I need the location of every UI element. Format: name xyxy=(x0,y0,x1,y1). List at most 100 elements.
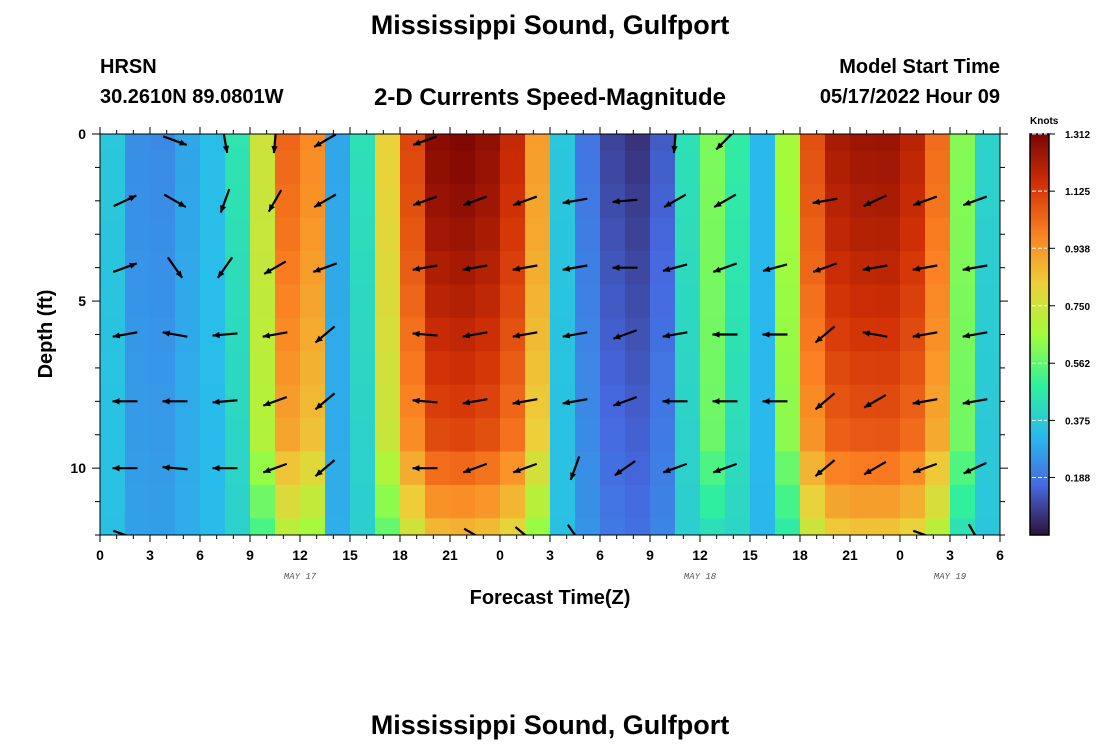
heatmap-cell xyxy=(150,418,176,453)
heatmap-cell xyxy=(750,484,776,519)
heatmap-cell xyxy=(900,418,926,453)
heatmap-cell xyxy=(750,518,776,535)
heatmap-cell xyxy=(725,284,751,319)
heatmap-cell xyxy=(325,317,351,352)
heatmap-cell xyxy=(325,418,351,453)
heatmap-cell xyxy=(150,184,176,219)
current-vector-arrow xyxy=(612,198,638,205)
current-vector-arrow xyxy=(314,459,336,478)
current-vector-arrow xyxy=(216,256,234,279)
heatmap-cell xyxy=(875,484,901,519)
heatmap-cell xyxy=(275,250,301,285)
heatmap-cell xyxy=(850,217,876,252)
heatmap-cell xyxy=(125,150,151,185)
heatmap-cell xyxy=(925,217,951,252)
current-vector-arrow xyxy=(863,460,887,476)
heatmap-cell xyxy=(925,134,951,152)
heatmap-cell xyxy=(275,518,301,535)
heatmap-cell xyxy=(775,351,801,386)
heatmap-cell xyxy=(175,418,201,453)
heatmap-cell xyxy=(975,217,1000,252)
colorbar-tick-label: 1.125 xyxy=(1065,187,1090,198)
heatmap-cell xyxy=(600,418,626,453)
heatmap-cell xyxy=(725,250,751,285)
heatmap-cell xyxy=(275,351,301,386)
heatmap-cell xyxy=(775,484,801,519)
colorbar-tick-label: 0.938 xyxy=(1065,244,1090,255)
heatmap-cell xyxy=(200,184,226,219)
heatmap-cell xyxy=(175,284,201,319)
heatmap-cell xyxy=(525,284,551,319)
heatmap-cell xyxy=(900,351,926,386)
heatmap-cell xyxy=(275,134,301,152)
heatmap-cell xyxy=(850,134,876,152)
heatmap-cell xyxy=(650,284,676,319)
heatmap-cell xyxy=(850,184,876,219)
current-vector-arrow xyxy=(112,262,138,273)
current-vector-arrow xyxy=(562,398,588,406)
heatmap-cell xyxy=(100,284,126,319)
heatmap-cell xyxy=(875,150,901,185)
heatmap-cell xyxy=(900,518,926,535)
current-vector-arrow xyxy=(512,462,538,474)
heatmap-cell xyxy=(975,134,1000,152)
heatmap-cell xyxy=(175,250,201,285)
heatmap-cell xyxy=(500,150,526,185)
current-vector-arrow xyxy=(267,189,283,213)
current-vector-arrow xyxy=(412,397,438,404)
heatmap-cell xyxy=(550,451,576,486)
heatmap-cell xyxy=(800,351,826,386)
heatmap-cell xyxy=(325,134,351,152)
heatmap-cell xyxy=(725,217,751,252)
heatmap-cell xyxy=(525,217,551,252)
x-tick-label: 6 xyxy=(996,547,1004,563)
heatmap-cell xyxy=(575,217,601,252)
heatmap-cell xyxy=(175,150,201,185)
x-tick-label: 6 xyxy=(196,547,204,563)
heatmap-cell xyxy=(975,484,1000,519)
heatmap-cell xyxy=(125,184,151,219)
heatmap-cell xyxy=(225,134,251,152)
heatmap-cell xyxy=(925,484,951,519)
heatmap-cell xyxy=(600,284,626,319)
heatmap-cell xyxy=(600,217,626,252)
heatmap-cell xyxy=(275,150,301,185)
heatmap-cell xyxy=(800,284,826,319)
current-vector-arrow xyxy=(112,331,138,339)
heatmap-cell xyxy=(275,451,301,486)
heatmap-cell xyxy=(700,150,726,185)
heatmap-cell xyxy=(300,518,326,535)
current-vector-arrow xyxy=(762,398,788,405)
heatmap-cell xyxy=(375,351,401,386)
heatmap-cell xyxy=(700,418,726,453)
current-vector-arrow xyxy=(462,398,488,406)
model-start-label: Model Start Time xyxy=(839,56,1000,78)
heatmap-cell xyxy=(250,284,276,319)
x-tick-label: 0 xyxy=(896,547,904,563)
heatmap-cell xyxy=(675,150,701,185)
heatmap-cell xyxy=(200,418,226,453)
heatmap-cell xyxy=(675,134,701,152)
heatmap-cell xyxy=(450,484,476,519)
current-vector-arrow xyxy=(712,398,738,405)
heatmap-cell xyxy=(200,351,226,386)
current-vector-arrow xyxy=(462,331,488,339)
heatmap-cell xyxy=(425,351,451,386)
chart-subtitle: 2-D Currents Speed-Magnitude xyxy=(373,84,727,111)
heatmap-cell xyxy=(450,351,476,386)
heatmap-cell xyxy=(300,484,326,519)
heatmap-cell xyxy=(925,451,951,486)
heatmap-cell xyxy=(850,418,876,453)
heatmap-cell xyxy=(100,217,126,252)
heatmap-cell xyxy=(100,518,126,535)
date-label: MAY 18 xyxy=(684,572,717,582)
x-tick-label: 0 xyxy=(496,547,504,563)
heatmap-cell xyxy=(875,134,901,152)
current-vector-arrow xyxy=(662,263,688,273)
heatmap-cell xyxy=(375,150,401,185)
x-tick-label: 15 xyxy=(342,547,358,563)
heatmap-cell xyxy=(550,518,576,535)
heatmap-cell xyxy=(800,418,826,453)
heatmap-cell xyxy=(225,351,251,386)
colorbar-tick-label: 0.188 xyxy=(1065,474,1090,485)
